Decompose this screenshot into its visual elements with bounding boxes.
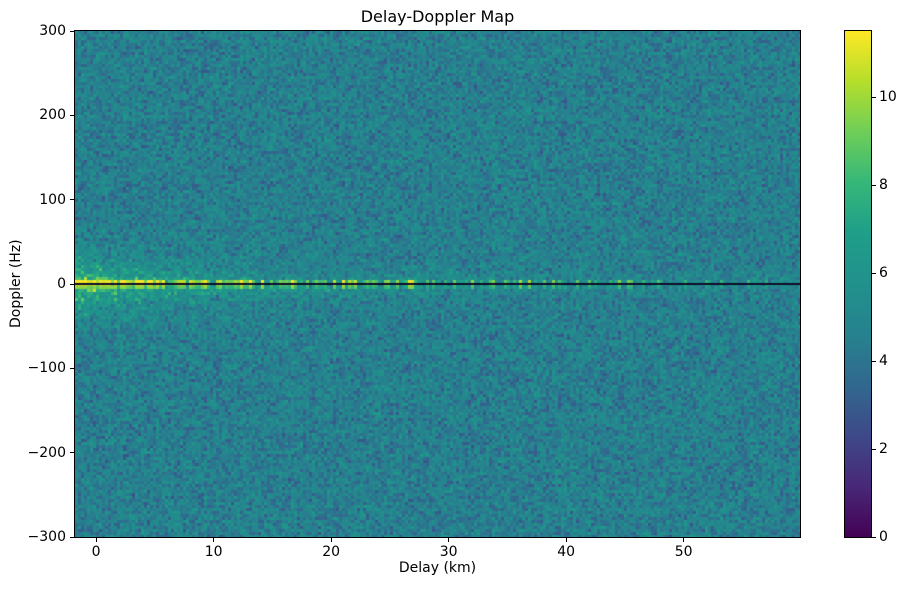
y-tick-label: −200 (27, 444, 66, 461)
colorbar-tick-mark (872, 184, 876, 186)
chart-title: Delay-Doppler Map (360, 7, 515, 26)
colorbar-tick-mark (872, 448, 876, 450)
colorbar-tick-label: 2 (879, 441, 888, 457)
colorbar-tick-label: 10 (879, 89, 897, 105)
x-tick-mark (448, 538, 450, 542)
y-tick-label: −300 (27, 529, 66, 545)
y-tick-mark (70, 114, 74, 116)
y-tick-mark (70, 452, 74, 454)
colorbar-tick-label: 6 (879, 265, 888, 281)
y-tick-label: 100 (39, 191, 66, 208)
colorbar-tick-label: 0 (879, 529, 888, 545)
colorbar-gradient (845, 31, 871, 537)
x-tick-label: 10 (204, 544, 223, 560)
x-tick-mark (683, 538, 685, 542)
x-tick-label: 30 (439, 544, 458, 560)
colorbar (844, 30, 872, 538)
x-tick-mark (565, 538, 567, 542)
colorbar-tick-mark (872, 272, 876, 274)
colorbar-tick-label: 8 (879, 177, 888, 193)
y-tick-label: 200 (39, 107, 66, 124)
y-tick-mark (70, 283, 74, 285)
x-tick-label: 20 (322, 544, 341, 560)
x-tick-mark (95, 538, 97, 542)
y-tick-label: −100 (27, 360, 66, 377)
heatmap-canvas (75, 31, 800, 537)
x-tick-label: 40 (557, 544, 576, 560)
x-tick-mark (213, 538, 215, 542)
x-axis-label: Delay (km) (398, 560, 477, 576)
x-tick-label: 0 (91, 544, 101, 560)
y-tick-mark (70, 367, 74, 369)
x-tick-mark (330, 538, 332, 542)
x-tick-label: 50 (674, 544, 693, 560)
y-tick-mark (70, 30, 74, 32)
y-tick-mark (70, 199, 74, 201)
y-tick-label: 0 (57, 276, 66, 292)
colorbar-tick-label: 4 (879, 353, 888, 369)
y-tick-label: 300 (39, 23, 66, 39)
colorbar-tick-mark (872, 96, 876, 98)
colorbar-tick-mark (872, 360, 876, 362)
y-tick-mark (70, 536, 74, 538)
heatmap-plot-area (74, 30, 801, 538)
colorbar-tick-mark (872, 536, 876, 538)
